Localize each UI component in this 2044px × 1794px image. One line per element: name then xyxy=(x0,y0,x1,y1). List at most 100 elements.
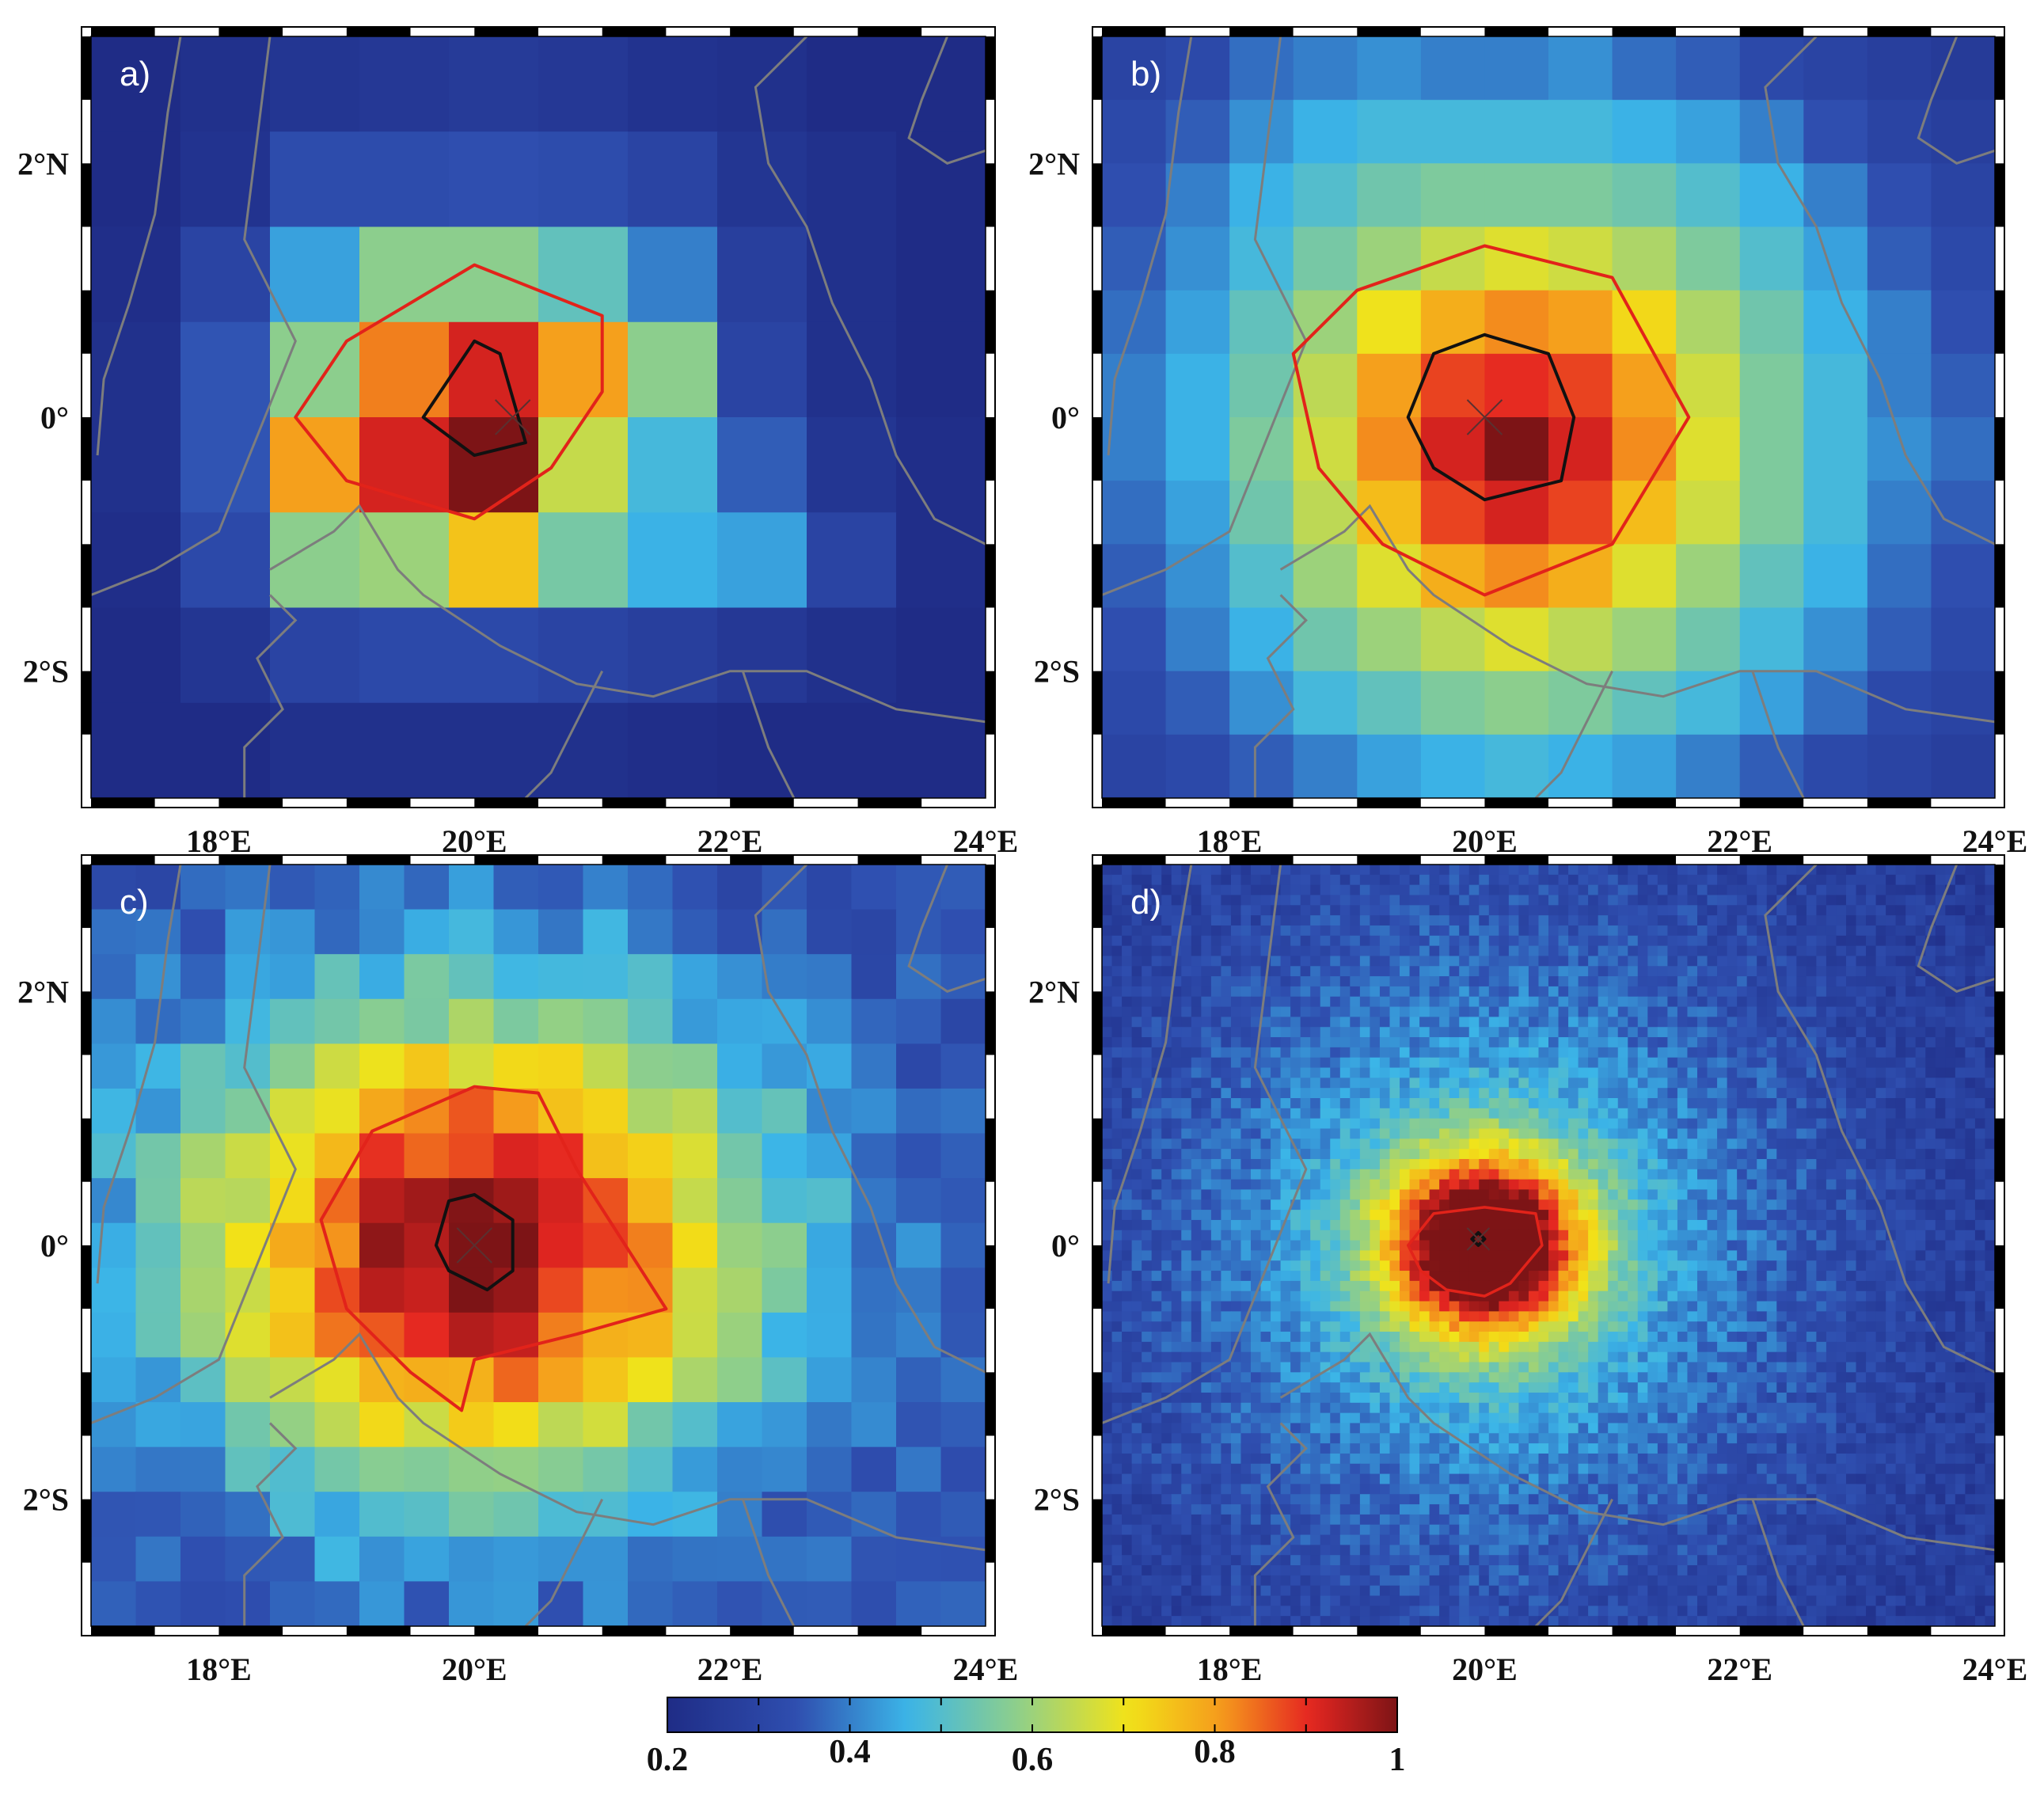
heatmap-cell xyxy=(1161,1199,1172,1211)
heatmap-cell xyxy=(1687,874,1698,886)
heatmap-cell xyxy=(91,702,181,798)
heatmap-cell xyxy=(1229,734,1294,798)
heatmap-cell xyxy=(1300,1290,1311,1302)
heatmap-cell xyxy=(1191,905,1202,916)
heatmap-cell xyxy=(1151,1341,1162,1353)
heatmap-cell xyxy=(1181,1067,1192,1078)
heatmap-cell xyxy=(1895,1199,1906,1211)
panel-c-coastlines xyxy=(91,865,986,1626)
heatmap-cell xyxy=(1925,1158,1936,1170)
heatmap-cell xyxy=(1449,1290,1460,1302)
heatmap-cell xyxy=(1945,1189,1956,1200)
heatmap-cell xyxy=(1171,895,1182,906)
heatmap-cell xyxy=(1608,1088,1619,1099)
heatmap-cell xyxy=(1866,1067,1877,1078)
heatmap-cell xyxy=(1102,1158,1113,1170)
heatmap-cell xyxy=(1657,935,1668,947)
heatmap-cell xyxy=(762,1222,807,1268)
heatmap-cell xyxy=(1400,925,1411,937)
heatmap-cell xyxy=(1588,874,1599,886)
heatmap-cell xyxy=(1786,1189,1797,1200)
heatmap-cell xyxy=(1538,865,1549,876)
heatmap-cell xyxy=(1429,1341,1440,1353)
heatmap-cell xyxy=(1647,1230,1658,1241)
heatmap-cell xyxy=(1459,1078,1470,1089)
heatmap-cell xyxy=(1370,1230,1381,1241)
heatmap-cell xyxy=(1588,966,1599,977)
heatmap-cell xyxy=(1528,1341,1540,1353)
heatmap-cell xyxy=(404,954,450,1000)
heatmap-cell xyxy=(1974,1219,1986,1231)
heatmap-cell xyxy=(1578,996,1589,1008)
heatmap-cell xyxy=(1687,1169,1698,1180)
heatmap-cell xyxy=(1598,1118,1609,1130)
heatmap-cell xyxy=(1468,865,1480,876)
heatmap-cell xyxy=(1508,1290,1519,1302)
heatmap-cell xyxy=(1746,1260,1757,1271)
heatmap-cell xyxy=(1171,986,1182,998)
heatmap-cell xyxy=(672,1357,718,1403)
heatmap-cell xyxy=(1230,1037,1242,1048)
border-line xyxy=(907,865,986,993)
heatmap-cell xyxy=(717,417,807,513)
heatmap-cell xyxy=(1359,1311,1370,1322)
heatmap-cell xyxy=(1131,1332,1142,1343)
heatmap-cell xyxy=(1856,1128,1867,1139)
heatmap-cell xyxy=(1102,1179,1113,1191)
heatmap-cell xyxy=(1320,976,1331,987)
heatmap-cell xyxy=(1260,915,1271,926)
heatmap-cell xyxy=(1131,1179,1142,1191)
heatmap-cell xyxy=(1866,966,1877,977)
heatmap-cell xyxy=(1230,884,1242,896)
heatmap-cell xyxy=(1697,1088,1708,1099)
heatmap-cell xyxy=(1608,1250,1619,1261)
heatmap-cell xyxy=(1637,1138,1648,1150)
heatmap-cell xyxy=(1697,1230,1708,1241)
heatmap-cell xyxy=(1886,1210,1897,1221)
heatmap-cell xyxy=(180,865,226,910)
heatmap-cell xyxy=(1806,935,1817,947)
heatmap-cell xyxy=(1757,1078,1768,1089)
heatmap-cell xyxy=(1210,905,1221,916)
heatmap-cell xyxy=(1389,1332,1400,1343)
heatmap-cell xyxy=(1746,1189,1757,1200)
heatmap-cell xyxy=(1142,1332,1153,1343)
heatmap-cell xyxy=(1757,966,1768,977)
heatmap-cell xyxy=(1122,925,1133,937)
heatmap-cell xyxy=(1867,163,1932,228)
heatmap-cell xyxy=(1737,1301,1748,1312)
heatmap-cell xyxy=(1846,1098,1857,1109)
heatmap-cell xyxy=(1419,956,1430,967)
heatmap-cell xyxy=(1151,986,1162,998)
heatmap-cell xyxy=(1707,884,1718,896)
border-line xyxy=(741,1499,796,1626)
heatmap-cell xyxy=(1667,1240,1678,1252)
heatmap-cell xyxy=(1122,945,1133,957)
heatmap-cell xyxy=(1974,1037,1986,1048)
heatmap-cell xyxy=(1558,1108,1569,1119)
heatmap-cell xyxy=(1389,925,1400,937)
heatmap-cell xyxy=(1508,986,1519,998)
heatmap-cell xyxy=(1856,884,1867,896)
heatmap-cell xyxy=(1935,1108,1946,1119)
heatmap-cell xyxy=(1400,895,1411,906)
heatmap-cell xyxy=(1746,1027,1757,1038)
heatmap-cell xyxy=(1330,1017,1341,1028)
heatmap-cell xyxy=(1161,1067,1172,1078)
heatmap-cell xyxy=(1122,1301,1133,1312)
heatmap-cell xyxy=(1757,1290,1768,1302)
heatmap-cell xyxy=(359,131,450,228)
heatmap-cell xyxy=(1905,1311,1917,1322)
heatmap-cell xyxy=(1310,1210,1321,1221)
heatmap-cell xyxy=(762,998,807,1044)
heatmap-cell xyxy=(1221,1271,1232,1282)
heatmap-cell xyxy=(1499,1321,1510,1332)
heatmap-cell xyxy=(1488,884,1499,896)
heatmap-cell xyxy=(1400,1230,1411,1241)
heatmap-cell xyxy=(135,1492,181,1537)
heatmap-cell xyxy=(1508,874,1519,886)
heatmap-cell xyxy=(1637,865,1648,876)
heatmap-cell xyxy=(404,1536,450,1583)
heatmap-cell xyxy=(1895,1311,1906,1322)
heatmap-cell xyxy=(1102,1057,1113,1069)
